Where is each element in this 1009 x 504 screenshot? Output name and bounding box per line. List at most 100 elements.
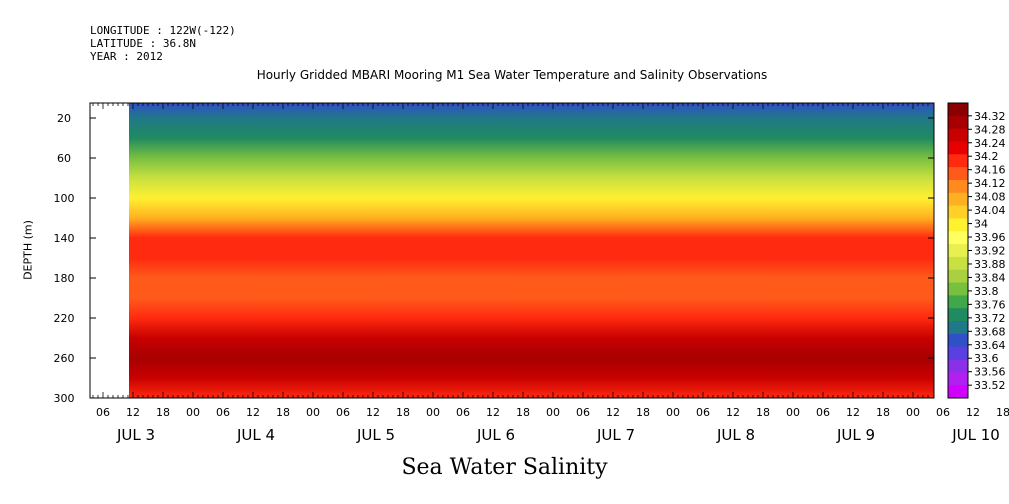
colorbar-segment <box>948 308 968 322</box>
y-axis-title: DEPTH (m) <box>21 220 35 280</box>
chart-title: Hourly Gridded MBARI Mooring M1 Sea Wate… <box>256 68 768 82</box>
x-hour-label: 00 <box>906 406 920 419</box>
colorbar-tick-label: 33.96 <box>974 231 1006 244</box>
colorbar-tick-label: 33.76 <box>974 298 1006 311</box>
colorbar-segment <box>948 141 968 155</box>
colorbar-segment <box>948 346 968 361</box>
colorbar-segment <box>948 321 968 335</box>
x-hour-label: 12 <box>606 406 620 419</box>
x-hour-label: 12 <box>966 406 980 419</box>
longitude-label: LONGITUDE : 122W(-122) <box>90 24 236 37</box>
colorbar-segment <box>948 179 968 194</box>
x-hour-label: 06 <box>816 406 830 419</box>
colorbar-segment <box>948 333 968 348</box>
x-hour-label: 06 <box>576 406 590 419</box>
y-tick-label: 20 <box>57 112 71 125</box>
x-hour-label: 12 <box>846 406 860 419</box>
colorbar-tick-label: 33.72 <box>974 312 1006 325</box>
x-hour-label: 00 <box>786 406 800 419</box>
x-hour-label: 06 <box>696 406 710 419</box>
colorbar-tick-label: 34.2 <box>974 150 999 163</box>
x-hour-label: 18 <box>396 406 410 419</box>
x-hour-label: 06 <box>96 406 110 419</box>
x-hour-label: 06 <box>336 406 350 419</box>
colorbar-tick-label: 34.12 <box>974 177 1006 190</box>
colorbar-segment <box>948 167 968 181</box>
colorbar-tick-label: 34.32 <box>974 110 1006 123</box>
x-hour-label: 06 <box>216 406 230 419</box>
colorbar-segment <box>948 115 968 130</box>
colorbar-segment <box>948 103 968 117</box>
colorbar-tick-label: 33.56 <box>974 366 1006 379</box>
x-hour-label: 18 <box>996 406 1009 419</box>
x-hour-label: 00 <box>666 406 680 419</box>
x-day-label: JUL 10 <box>951 426 1000 444</box>
x-hour-label: 18 <box>756 406 770 419</box>
x-day-label: JUL 3 <box>116 426 155 444</box>
x-hour-label: 00 <box>306 406 320 419</box>
colorbar-segment <box>948 295 968 309</box>
x-hour-label: 00 <box>546 406 560 419</box>
x-hour-label: 18 <box>636 406 650 419</box>
colorbar-segment <box>948 385 968 399</box>
x-day-label: JUL 5 <box>356 426 395 444</box>
y-tick-label: 220 <box>54 312 75 325</box>
plot-frame <box>89 102 935 399</box>
colorbar-tick-label: 33.8 <box>974 285 999 298</box>
x-hour-label: 18 <box>876 406 890 419</box>
colorbar-tick-label: 34 <box>974 218 988 231</box>
x-hour-label: 06 <box>936 406 950 419</box>
colorbar-tick-label: 34.24 <box>974 137 1006 150</box>
colorbar-segment <box>948 282 968 296</box>
x-hour-label: 18 <box>276 406 290 419</box>
y-tick-label: 100 <box>54 192 75 205</box>
x-day-label: JUL 8 <box>716 426 755 444</box>
x-day-label: JUL 9 <box>836 426 875 444</box>
y-tick-label: 300 <box>54 392 75 405</box>
colorbar-segment <box>948 256 968 271</box>
salinity-field <box>129 103 934 398</box>
x-hour-label: 12 <box>126 406 140 419</box>
year-label: YEAR : 2012 <box>90 50 163 63</box>
colorbar-tick-label: 34.28 <box>974 123 1006 136</box>
x-hour-label: 06 <box>456 406 470 419</box>
x-hour-label: 12 <box>726 406 740 419</box>
x-hour-label: 12 <box>486 406 500 419</box>
colorbar-segment <box>948 154 968 168</box>
x-hour-label: 12 <box>366 406 380 419</box>
colorbar-segment <box>948 269 968 284</box>
x-day-label: JUL 7 <box>596 426 635 444</box>
colorbar-tick-label: 33.64 <box>974 339 1006 352</box>
x-hour-label: 18 <box>516 406 530 419</box>
colorbar-tick-label: 33.52 <box>974 379 1006 392</box>
latitude-label: LATITUDE : 36.8N <box>90 37 196 50</box>
colorbar-tick-label: 33.68 <box>974 325 1006 338</box>
colorbar-tick-label: 33.6 <box>974 352 999 365</box>
colorbar-segment <box>948 205 968 219</box>
colorbar-segment <box>948 218 968 232</box>
x-hour-label: 00 <box>426 406 440 419</box>
x-day-label: JUL 4 <box>236 426 275 444</box>
metadata-block: LONGITUDE : 122W(-122) LATITUDE : 36.8N … <box>90 24 236 63</box>
y-tick-label: 60 <box>57 152 71 165</box>
colorbar-tick-label: 34.16 <box>974 164 1006 177</box>
x-hour-label: 12 <box>246 406 260 419</box>
colorbar-segment <box>948 372 968 386</box>
colorbar-tick-label: 34.08 <box>974 191 1006 204</box>
colorbar-segment <box>948 359 968 373</box>
x-hour-label: 00 <box>186 406 200 419</box>
x-hour-label: 18 <box>156 406 170 419</box>
colorbar-segment <box>948 231 968 245</box>
colorbar-segment <box>948 192 968 207</box>
colorbar-tick-label: 33.92 <box>974 245 1006 258</box>
x-axis-title: Sea Water Salinity <box>401 455 608 480</box>
y-tick-label: 180 <box>54 272 75 285</box>
colorbar-tick-label: 34.04 <box>974 204 1006 217</box>
colorbar-segment <box>948 244 968 258</box>
x-day-label: JUL 6 <box>476 426 515 444</box>
colorbar-segment <box>948 128 968 142</box>
y-tick-label: 260 <box>54 352 75 365</box>
colorbar-tick-label: 33.88 <box>974 258 1006 271</box>
y-tick-label: 140 <box>54 232 75 245</box>
